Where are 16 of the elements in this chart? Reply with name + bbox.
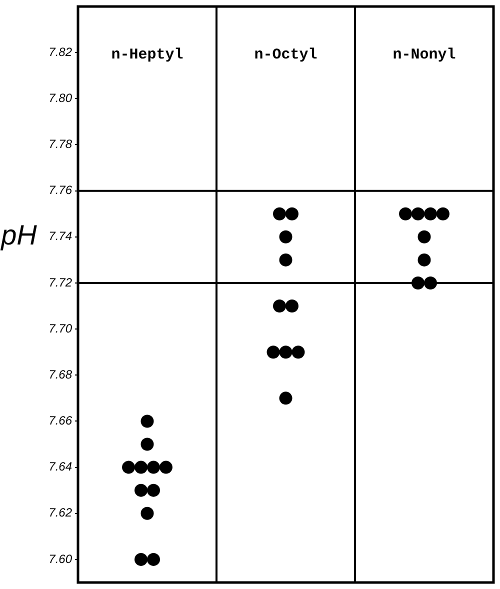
y-tick-label: 7.68 (48, 367, 72, 382)
y-tick-label: 7.76 (48, 183, 72, 198)
x-tick-label: n-Nonyl (392, 46, 456, 64)
y-tick-label: 7.82 (48, 44, 72, 59)
y-tick-label: 7.74 (48, 229, 72, 244)
x-tick-label: n-Heptyl (111, 46, 184, 64)
y-tick-label: 7.70 (48, 321, 72, 336)
y-tick-label: 7.72 (48, 275, 72, 290)
x-tick-label: n-Octyl (254, 46, 318, 64)
y-tick-label: 7.80 (48, 91, 72, 106)
y-axis-title: pH (0, 220, 38, 251)
y-tick-label: 7.66 (48, 414, 72, 428)
y-tick-label: 7.78 (48, 137, 72, 152)
y-tick-label: 7.62 (48, 506, 72, 520)
y-tick-label: 7.60 (48, 552, 72, 566)
y-tick-label: 7.64 (48, 460, 72, 474)
